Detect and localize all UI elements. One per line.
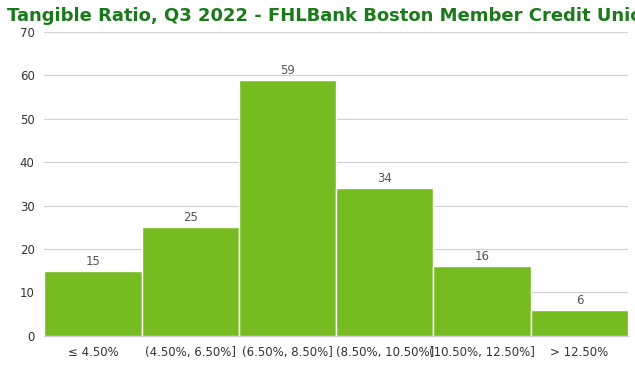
Text: 15: 15 <box>86 254 100 268</box>
Bar <box>336 188 434 336</box>
Text: 16: 16 <box>474 250 490 263</box>
Text: 25: 25 <box>183 211 197 224</box>
Bar <box>434 266 531 336</box>
Bar <box>44 270 142 336</box>
Title: Tangible Ratio, Q3 2022 - FHLBank Boston Member Credit Unions: Tangible Ratio, Q3 2022 - FHLBank Boston… <box>7 7 635 25</box>
Text: 59: 59 <box>280 64 295 77</box>
Bar <box>142 227 239 336</box>
Bar <box>531 310 628 336</box>
Text: 34: 34 <box>377 172 392 185</box>
Bar <box>239 80 336 336</box>
Text: 6: 6 <box>576 294 583 307</box>
